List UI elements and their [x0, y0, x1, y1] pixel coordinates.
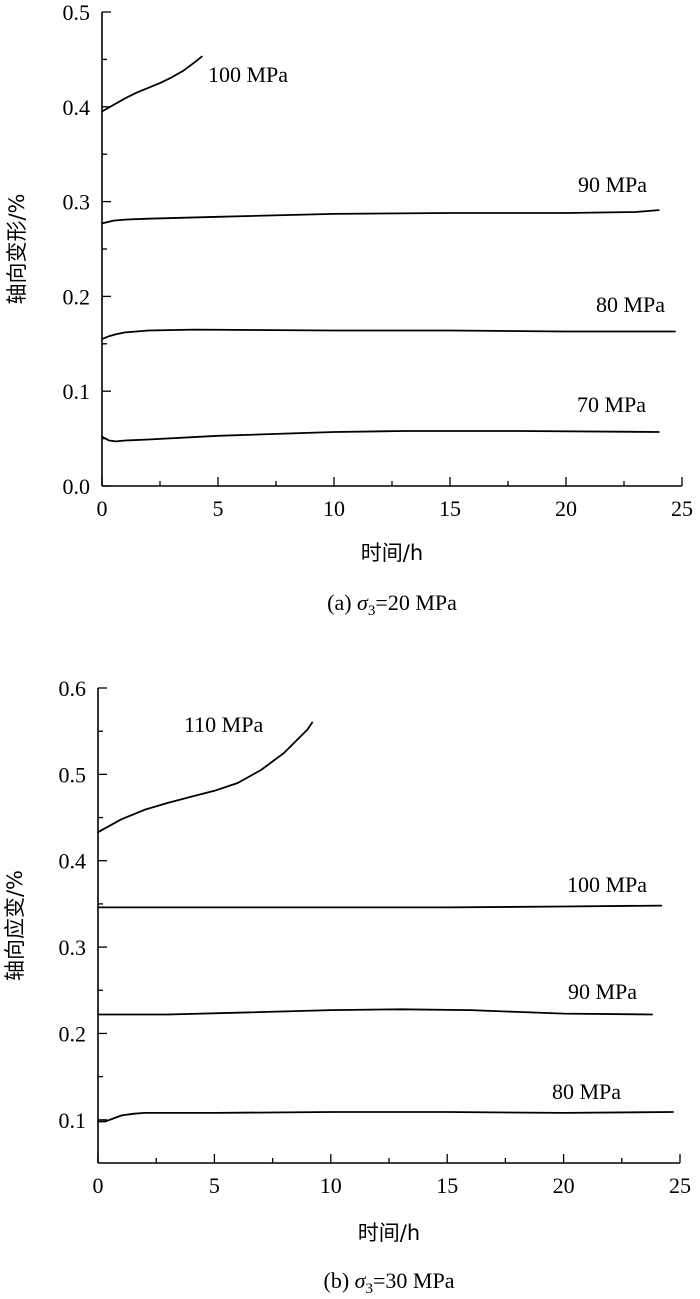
y-axis-title: 轴向应变/% [3, 870, 27, 981]
series-label: 90 MPa [578, 172, 647, 197]
series-label: 90 MPa [568, 979, 637, 1004]
y-tick-label: 0.4 [59, 849, 87, 874]
series-label: 70 MPa [577, 392, 646, 417]
series-line [97, 1111, 674, 1123]
y-axis-title: 轴向变形/% [5, 193, 29, 304]
series-line [97, 721, 314, 834]
x-tick-label: 10 [323, 496, 345, 521]
x-tick-label: 5 [213, 496, 224, 521]
y-tick-label: 0.2 [59, 1021, 87, 1046]
y-tick-label: 0.2 [63, 284, 91, 309]
x-tick-label: 10 [320, 1173, 342, 1198]
y-tick-label: 0.3 [59, 935, 87, 960]
x-tick-label: 15 [436, 1173, 458, 1198]
chart-a: 0 5 10 15 20 25 0.0 0.1 0.2 0.3 0.4 0.5 100 MPa 90 MP… [5, 0, 693, 619]
x-axis-title: 时间/h [358, 1221, 420, 1245]
series-line [101, 328, 676, 340]
y-tick-label: 0.3 [63, 190, 91, 215]
y-tick-label: 0.4 [63, 95, 91, 120]
series-line [101, 209, 660, 225]
x-tick-label: 0 [97, 496, 108, 521]
x-tick-label: 5 [209, 1173, 220, 1198]
series-label: 100 MPa [567, 872, 647, 897]
x-tick-label: 20 [555, 496, 577, 521]
x-tick-label: 15 [439, 496, 461, 521]
x-axis-title: 时间/h [361, 541, 423, 565]
x-tick-label: 20 [553, 1173, 575, 1198]
chart-b: 0 5 10 15 20 25 0.1 0.2 0.3 0.4 0.5 0.6 110 MPa 100 M… [3, 676, 691, 1297]
series-label: 100 MPa [208, 62, 288, 87]
series-line [97, 904, 663, 909]
y-tick-label: 0.5 [59, 762, 87, 787]
chart-caption: (b) σ3=30 MPa [324, 1268, 455, 1297]
y-tick-label: 0.0 [63, 474, 91, 499]
x-tick-label: 0 [93, 1173, 104, 1198]
series-line [101, 430, 660, 443]
series-line [97, 1008, 653, 1016]
y-tick-label: 0.1 [59, 1108, 87, 1133]
y-tick-label: 0.1 [63, 379, 91, 404]
y-tick-label: 0.5 [63, 0, 91, 25]
series-label: 80 MPa [552, 1079, 621, 1104]
x-tick-label: 25 [669, 1173, 691, 1198]
y-tick-label: 0.6 [59, 676, 87, 701]
x-tick-label: 25 [671, 496, 693, 521]
chart-caption: (a) σ3=20 MPa [327, 590, 457, 619]
series-line [101, 55, 203, 113]
series-label: 110 MPa [184, 712, 263, 737]
series-label: 80 MPa [596, 292, 665, 317]
